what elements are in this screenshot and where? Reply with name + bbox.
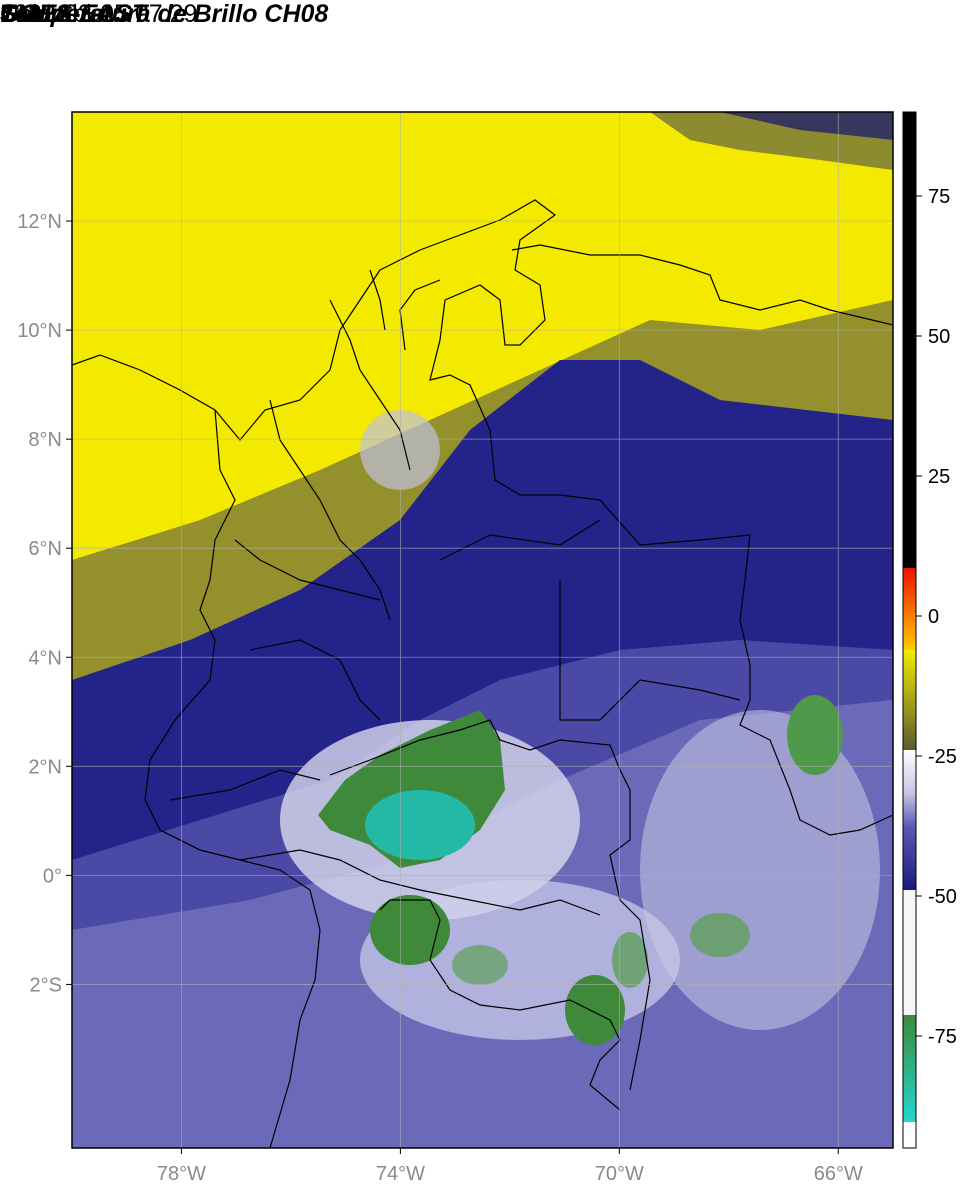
lat-tick-label: 8°N [28,429,62,451]
colorbar-segment-green [903,1015,916,1122]
colorbar-segment-black [903,112,916,568]
lat-tick-label: 6°N [28,538,62,560]
colorbar-ticks: 75 50 25 0 -25 -50 -75 [916,186,957,1048]
datetime-label: 2022-02-05 07:29 [0,0,198,28]
lat-tick-label: 10°N [17,320,62,342]
colorbar-tick-label: -25 [928,746,957,768]
colorbar-tick-label: 50 [928,326,950,348]
lon-tick-label: 66°W [814,1163,863,1185]
colorbar-frame [902,111,917,1149]
graticule [72,112,893,1148]
colorbar-tick-label: 75 [928,186,950,208]
lat-tick-label: 0° [43,865,62,887]
map-frame [71,111,894,1149]
lon-tick-label: 70°W [595,1163,644,1185]
lon-tick-label: 74°W [376,1163,425,1185]
colorbar-tick-label: 25 [928,466,950,488]
title-line2: Temperatura de Brillo CH08 [0,0,329,28]
lon-tick-label: 78°W [157,1163,206,1185]
title-line1: GOES-EAST [0,0,148,28]
longitude-axis: 78°W 74°W 70°W 66°W [157,1148,863,1185]
lat-tick-label: 12°N [17,211,62,233]
map-subtitle: Colombia [0,0,106,28]
latitude-axis: 12°N 10°N 8°N 6°N 4°N 2°N 0° 2°S [17,211,72,996]
brightness-temperature-field [72,112,893,1148]
colorbar-tick-label: -75 [928,1026,957,1048]
colorbar-tick-label: 0 [928,606,939,628]
colorbar-segment-white [903,1122,916,1148]
colorbar-segment-red [903,568,916,650]
lat-tick-label: 4°N [28,647,62,669]
colorbar-segment-light [903,890,916,1015]
colorbar-segment-blue [903,750,916,890]
colorbar-segment-yellow [903,650,916,750]
colorbar: 75 50 25 0 -25 -50 -75 [902,111,957,1149]
organization-label: SIATA [0,0,72,28]
colorbar-tick-label: -50 [928,886,957,908]
lat-tick-label: 2°S [30,974,62,996]
lat-tick-label: 2°N [28,756,62,778]
